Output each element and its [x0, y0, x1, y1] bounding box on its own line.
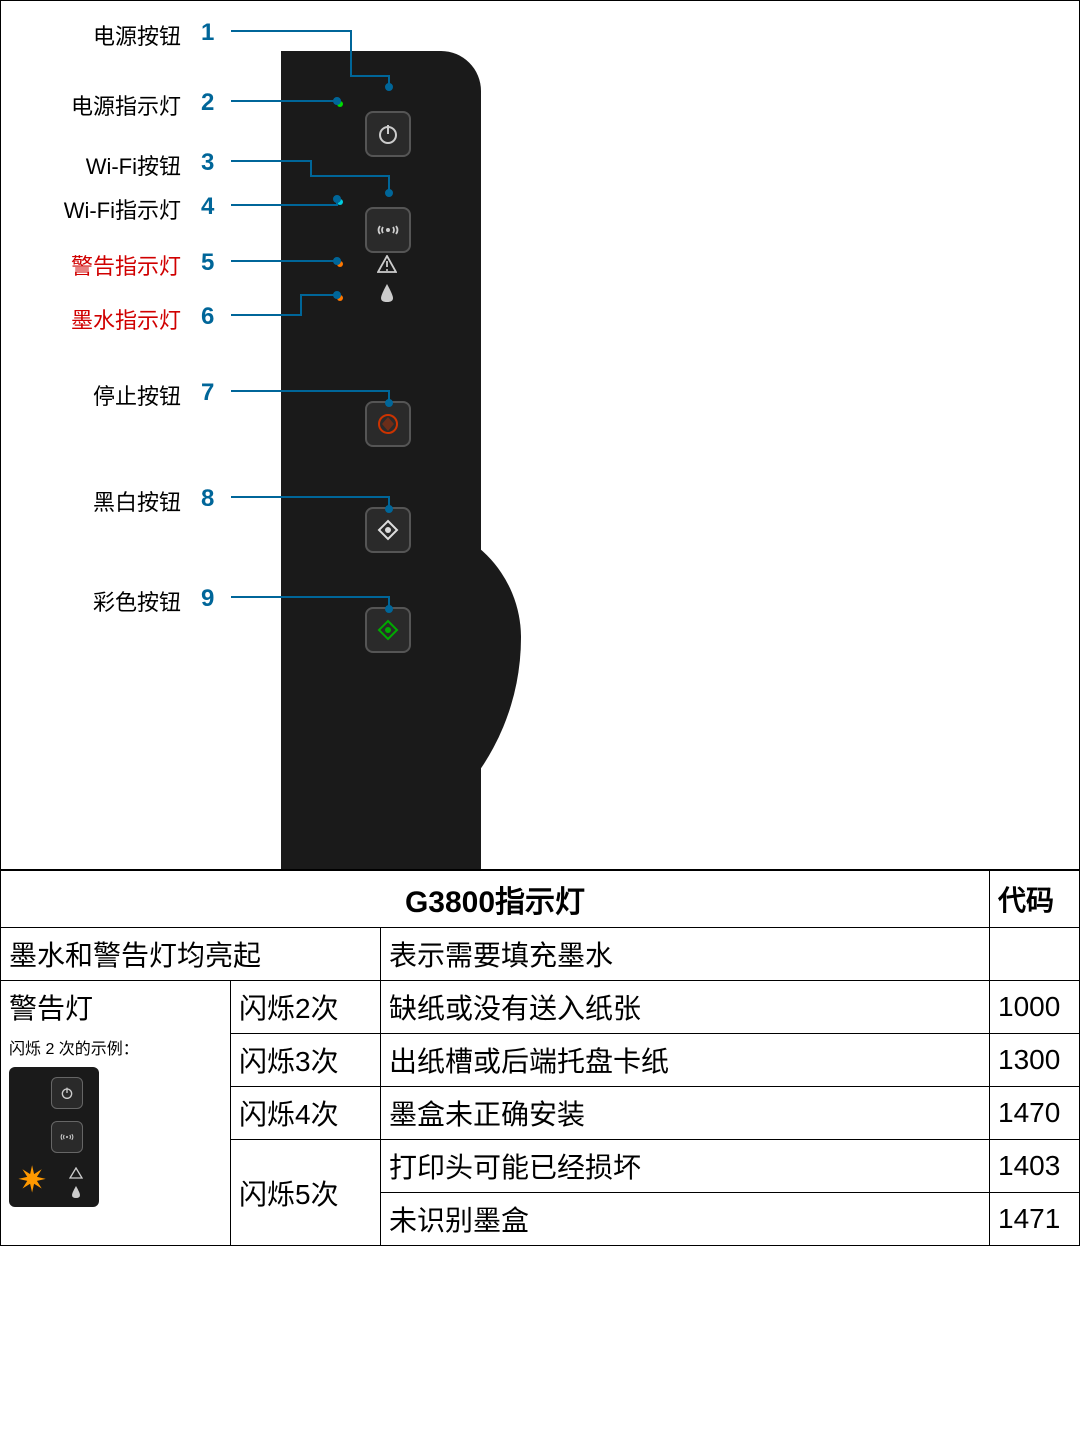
callout-label: 停止按钮 [41, 379, 181, 411]
callout-number: 1 [201, 19, 214, 47]
callout-number: 2 [201, 89, 214, 117]
code-cell: 1300 [990, 1034, 1080, 1087]
desc-cell: 未识别墨盒 [381, 1193, 990, 1246]
callout-number: 3 [201, 149, 214, 177]
error-code-table: G3800指示灯 代码 墨水和警告灯均亮起 表示需要填充墨水 警告灯 闪烁 2 … [0, 870, 1080, 1246]
callout-label: 黑白按钮 [41, 485, 181, 517]
mini-panel-illustration: ✷ [9, 1067, 99, 1207]
mini-power-icon [51, 1077, 83, 1109]
callout-label: 墨水指示灯 [41, 303, 181, 335]
col-code-header: 代码 [990, 871, 1080, 928]
warning-led [337, 261, 343, 267]
callout-label: 电源按钮 [41, 19, 181, 51]
power-icon [376, 122, 400, 146]
color-diamond-icon [376, 618, 400, 642]
desc-cell: 墨盒未正确安装 [381, 1087, 990, 1140]
code-cell: 1470 [990, 1087, 1080, 1140]
flash-cell: 闪烁4次 [231, 1087, 381, 1140]
page: 电源按钮 1 电源指示灯 2 Wi-Fi按钮 3 Wi-Fi指示灯 4 警告指示灯 5 墨水指示灯 6… [0, 0, 1080, 1246]
wifi-icon [375, 220, 401, 240]
desc-cell: 缺纸或没有送入纸张 [381, 981, 990, 1034]
printer-control-panel [281, 51, 481, 870]
mini-warning-icon [69, 1167, 83, 1179]
row-both-lights-desc: 表示需要填充墨水 [381, 928, 990, 981]
wifi-led [337, 199, 343, 205]
bw-diamond-icon [376, 518, 400, 542]
callout-number: 6 [201, 303, 214, 331]
desc-cell: 出纸槽或后端托盘卡纸 [381, 1034, 990, 1087]
power-button [365, 111, 411, 157]
warning-icon [377, 255, 397, 273]
callout-number: 9 [201, 585, 214, 613]
table-title: G3800指示灯 [1, 871, 990, 928]
leader-lines [1, 1, 1080, 870]
warning-lamp-cell: 警告灯 闪烁 2 次的示例： ✷ [1, 981, 231, 1246]
printer-panel-diagram: 电源按钮 1 电源指示灯 2 Wi-Fi按钮 3 Wi-Fi指示灯 4 警告指示灯 5 墨水指示灯 6… [0, 0, 1080, 870]
warning-lamp-label: 警告灯 [9, 987, 222, 1027]
mini-ink-icon [71, 1185, 81, 1199]
power-led [337, 101, 343, 107]
color-copy-button [365, 607, 411, 653]
stop-button [365, 401, 411, 447]
callout-label: 电源指示灯 [41, 89, 181, 121]
flash-cell: 闪烁5次 [231, 1140, 381, 1246]
code-cell: 1000 [990, 981, 1080, 1034]
row-both-lights: 墨水和警告灯均亮起 [1, 928, 381, 981]
code-cell: 1471 [990, 1193, 1080, 1246]
flash-example-note: 闪烁 2 次的示例： [9, 1035, 222, 1059]
ink-drop-icon [379, 283, 395, 303]
desc-cell: 打印头可能已经损坏 [381, 1140, 990, 1193]
stop-icon [376, 412, 400, 436]
mini-wifi-icon [51, 1121, 83, 1153]
ink-led [337, 295, 343, 301]
callout-number: 8 [201, 485, 214, 513]
callout-number: 5 [201, 249, 214, 277]
callout-label: Wi-Fi按钮 [41, 149, 181, 181]
flash-star-icon: ✷ [17, 1159, 47, 1201]
callout-number: 7 [201, 379, 214, 407]
callout-label: 警告指示灯 [41, 249, 181, 281]
callout-label: Wi-Fi指示灯 [41, 193, 181, 225]
row-both-lights-code [990, 928, 1080, 981]
bw-copy-button [365, 507, 411, 553]
flash-cell: 闪烁2次 [231, 981, 381, 1034]
wifi-button [365, 207, 411, 253]
flash-cell: 闪烁3次 [231, 1034, 381, 1087]
code-cell: 1403 [990, 1140, 1080, 1193]
callout-number: 4 [201, 193, 214, 221]
callout-label: 彩色按钮 [41, 585, 181, 617]
